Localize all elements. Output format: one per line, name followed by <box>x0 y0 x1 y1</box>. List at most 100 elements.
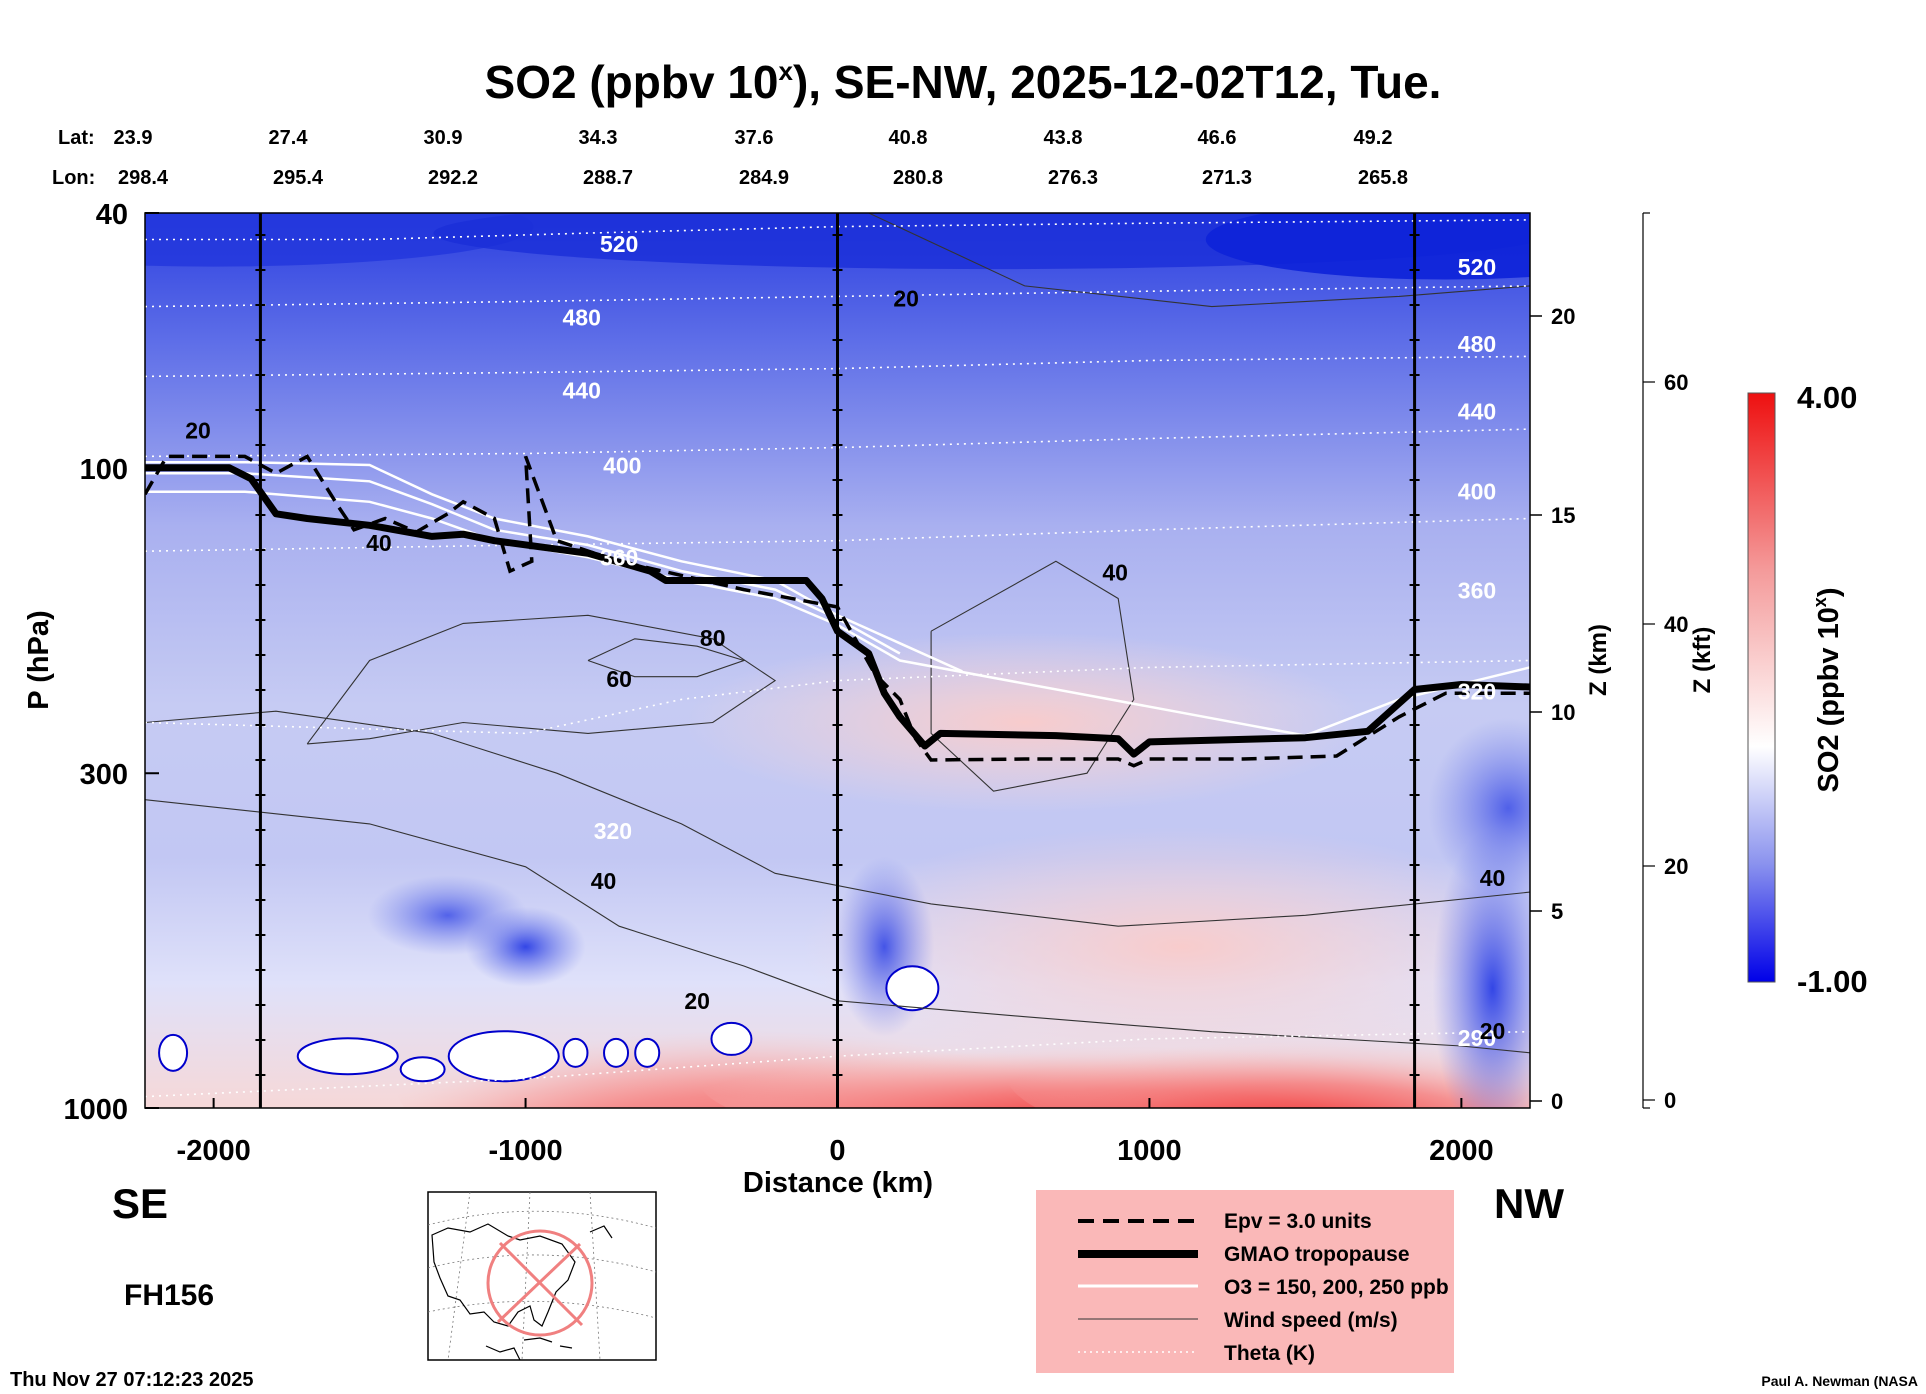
y-axis-pressure: 40 100 300 1000 <box>63 199 159 1126</box>
wind-contour-label: 40 <box>591 868 617 894</box>
legend: Epv = 3.0 units GMAO tropopause O3 = 150… <box>1036 1190 1454 1373</box>
z-km-tick-label: 5 <box>1551 899 1563 924</box>
lon-value: 292.2 <box>428 167 478 189</box>
so2-field-anomalies <box>145 213 1530 1108</box>
lon-value: 288.7 <box>583 167 633 189</box>
lon-value: 280.8 <box>893 167 943 189</box>
vertical-reference-lines <box>255 213 1420 1108</box>
lat-value: 37.6 <box>735 127 774 149</box>
z-kft-tick-label: 20 <box>1664 854 1688 879</box>
theta-contour-360 <box>145 517 1530 552</box>
theta-contour-520 <box>145 219 1530 241</box>
x-tick-label: 1000 <box>1117 1135 1182 1167</box>
plot-area: 520 480 440 400 360 320 290 520 480 440 400 360 320 2… <box>144 212 1531 1109</box>
wind-contour-label: 40 <box>366 530 392 556</box>
lon-row-label: Lon: <box>52 167 95 189</box>
y-axis-z-km: 0 5 10 15 20 <box>1530 304 1575 1114</box>
so2-pink-region <box>684 632 1365 813</box>
lat-value: 34.3 <box>579 127 618 149</box>
lon-value: 265.8 <box>1358 167 1408 189</box>
x-tick-label: -2000 <box>177 1135 251 1167</box>
colorbar: 4.00 -1.00 SO2 (ppbv 10x) <box>1747 380 1868 999</box>
lon-value: 271.3 <box>1202 167 1252 189</box>
inset-map-cross-line <box>496 1242 582 1324</box>
z-km-axis-title: Z (km) <box>1585 624 1612 696</box>
ozone-200-contour <box>145 472 901 655</box>
so2-high-altitude-blue <box>1205 213 1530 280</box>
theta-contour-label: 400 <box>603 452 641 478</box>
legend-label-tropopause: GMAO tropopause <box>1224 1243 1410 1266</box>
so2-missing-region <box>158 1033 189 1072</box>
timestamp: Thu Nov 27 07:12:23 2025 <box>10 1369 253 1391</box>
wind-contour-40 <box>145 710 1530 927</box>
legend-label-wind: Wind speed (m/s) <box>1224 1309 1398 1332</box>
wind-speed-contours <box>145 213 1530 1054</box>
so2-missing-region <box>562 1037 589 1068</box>
x-axis-title: Distance (km) <box>743 1167 933 1199</box>
so2-missing-region <box>399 1056 446 1083</box>
so2-missing-region <box>634 1037 661 1068</box>
theta-contour-label: 440 <box>563 378 601 404</box>
theta-contour-480 <box>145 285 1530 308</box>
x-axis: -2000 -1000 0 1000 2000 <box>177 1098 1494 1167</box>
theta-contour-label: 520 <box>1458 254 1496 280</box>
z-km-tick-label: 0 <box>1551 1089 1563 1114</box>
wind-contour-20 <box>868 213 1530 308</box>
wind-contour-label: 20 <box>1480 1018 1506 1044</box>
lat-value: 49.2 <box>1354 127 1393 149</box>
wind-contour-60 <box>306 614 777 745</box>
theta-contour-label: 290 <box>1458 1025 1496 1051</box>
so2-blue-spot <box>1432 828 1530 1108</box>
inset-map-frame <box>427 1191 657 1361</box>
so2-missing-region <box>296 1037 399 1076</box>
colorbar-gradient <box>1747 392 1776 983</box>
wind-contour-label: 20 <box>185 417 211 443</box>
colorbar-max-label: 4.00 <box>1797 380 1857 415</box>
y-tick-label: 40 <box>96 199 128 231</box>
contour-labels: 520 480 440 400 360 320 290 520 480 440 400 360 320 2… <box>185 231 1505 1051</box>
z-kft-axis-title: Z (kft) <box>1689 627 1716 694</box>
wind-contour-label: 20 <box>893 286 919 312</box>
lat-value: 30.9 <box>424 127 463 149</box>
so2-blue-spot <box>367 875 528 956</box>
theta-contour-label: 320 <box>594 818 632 844</box>
direction-right-label: NW <box>1494 1180 1564 1227</box>
z-km-tick-label: 15 <box>1551 503 1575 528</box>
lat-row-label: Lat: <box>58 127 95 149</box>
colorbar-min-label: -1.00 <box>1797 964 1868 999</box>
colorbar-title: SO2 (ppbv 10x) <box>1810 587 1845 792</box>
lat-value: 46.6 <box>1198 127 1237 149</box>
inset-map-range-circle <box>486 1229 594 1337</box>
wind-contour-label: 20 <box>684 988 710 1014</box>
so2-blue-spot <box>1428 718 1530 899</box>
theta-contour-label: 400 <box>1458 478 1496 504</box>
y-tick-label: 300 <box>80 759 128 791</box>
x-tick-label: -1000 <box>488 1135 562 1167</box>
theta-contour-440 <box>145 355 1530 378</box>
legend-label-epv: Epv = 3.0 units <box>1224 1210 1372 1233</box>
theta-contour-label: 480 <box>563 305 601 331</box>
chart-title: SO2 (ppbv 10x), SE-NW, 2025-12-02T12, Tu… <box>485 56 1442 108</box>
theta-contour-label: 360 <box>1458 577 1496 603</box>
z-km-tick-label: 20 <box>1551 304 1575 329</box>
so2-missing-region <box>885 965 940 1012</box>
wind-contour-80 <box>587 638 746 678</box>
ozone-150-contour <box>145 460 963 673</box>
z-km-tick-label: 10 <box>1551 700 1575 725</box>
so2-high-altitude-blue <box>145 213 534 267</box>
theta-contour-label: 480 <box>1458 331 1496 357</box>
lat-value: 43.8 <box>1044 127 1083 149</box>
y-tick-label: 100 <box>80 454 128 486</box>
wind-contour-label: 80 <box>700 625 726 651</box>
inset-map-transect-line <box>498 1241 584 1327</box>
inset-map-coastline <box>431 1223 613 1361</box>
y-axis-title: P (hPa) <box>23 610 55 709</box>
lat-value: 40.8 <box>889 127 928 149</box>
wind-contour-20 <box>145 799 1530 1054</box>
so2-missing-region <box>447 1030 560 1083</box>
z-kft-tick-label: 60 <box>1664 370 1688 395</box>
wind-contour-label: 60 <box>606 666 632 692</box>
wind-contour-label: 40 <box>1480 865 1506 891</box>
so2-red-region <box>1005 992 1530 1108</box>
